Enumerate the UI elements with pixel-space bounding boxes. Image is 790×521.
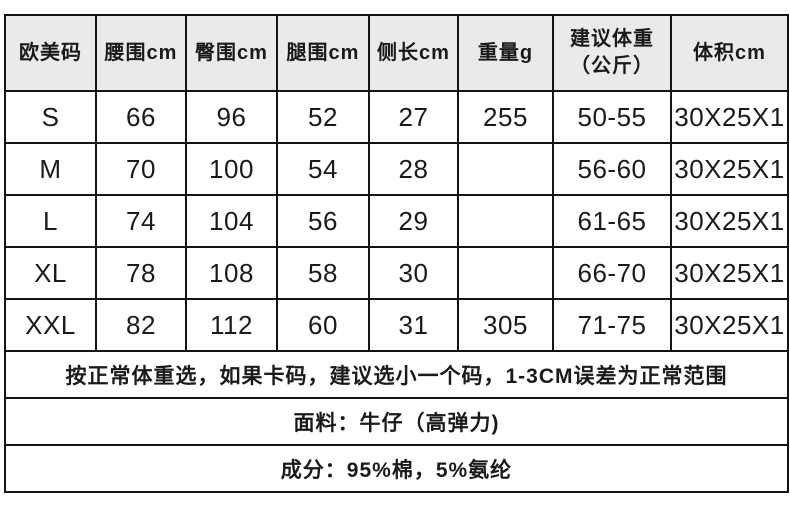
weight-cell: 255 bbox=[457, 90, 554, 144]
table-row: XXL 82 112 60 31 305 71-75 30X25X1 bbox=[4, 298, 789, 352]
side-length-cell: 30 bbox=[368, 246, 459, 300]
sizing-advice-note: 按正常体重选，如果卡码，建议选小一个码，1-3CM误差为正常范围 bbox=[4, 350, 789, 399]
fabric-note: 面料：牛仔（高弹力) bbox=[4, 397, 789, 446]
size-cell: L bbox=[4, 194, 97, 248]
header-hip: 臀围cm bbox=[185, 14, 278, 92]
header-suggested-weight-line2: （公斤） bbox=[570, 55, 654, 77]
note-row: 成分：95%棉，5%氨纶 bbox=[4, 444, 789, 493]
weight-cell bbox=[457, 246, 554, 300]
leg-cell: 56 bbox=[276, 194, 370, 248]
waist-cell: 70 bbox=[95, 142, 187, 196]
side-length-cell: 29 bbox=[368, 194, 459, 248]
weight-cell: 305 bbox=[457, 298, 554, 352]
header-row: 欧美码 腰围cm 臀围cm 腿围cm 侧长cm 重量g 建议体重 （公斤） 体积… bbox=[4, 14, 789, 92]
hip-cell: 104 bbox=[185, 194, 278, 248]
size-cell: M bbox=[4, 142, 97, 196]
leg-cell: 58 bbox=[276, 246, 370, 300]
waist-cell: 82 bbox=[95, 298, 187, 352]
waist-cell: 78 bbox=[95, 246, 187, 300]
leg-cell: 52 bbox=[276, 90, 370, 144]
volume-cell: 30X25X1 bbox=[670, 298, 789, 352]
waist-cell: 66 bbox=[95, 90, 187, 144]
table-row: XL 78 108 58 30 66-70 30X25X1 bbox=[4, 246, 789, 300]
weight-cell bbox=[457, 194, 554, 248]
header-side-length: 侧长cm bbox=[368, 14, 459, 92]
volume-cell: 30X25X1 bbox=[670, 194, 789, 248]
side-length-cell: 28 bbox=[368, 142, 459, 196]
suggested-weight-cell: 56-60 bbox=[552, 142, 672, 196]
suggested-weight-cell: 61-65 bbox=[552, 194, 672, 248]
volume-cell: 30X25X1 bbox=[670, 142, 789, 196]
size-chart-sheet: 欧美码 腰围cm 臀围cm 腿围cm 侧长cm 重量g 建议体重 （公斤） 体积… bbox=[4, 14, 789, 493]
suggested-weight-cell: 50-55 bbox=[552, 90, 672, 144]
size-cell: XXL bbox=[4, 298, 97, 352]
header-suggested-weight: 建议体重 （公斤） bbox=[552, 14, 672, 92]
leg-cell: 54 bbox=[276, 142, 370, 196]
table-row: S 66 96 52 27 255 50-55 30X25X1 bbox=[4, 90, 789, 144]
note-row: 按正常体重选，如果卡码，建议选小一个码，1-3CM误差为正常范围 bbox=[4, 350, 789, 399]
waist-cell: 74 bbox=[95, 194, 187, 248]
side-length-cell: 31 bbox=[368, 298, 459, 352]
volume-cell: 30X25X1 bbox=[670, 246, 789, 300]
table-row: M 70 100 54 28 56-60 30X25X1 bbox=[4, 142, 789, 196]
side-length-cell: 27 bbox=[368, 90, 459, 144]
header-waist: 腰围cm bbox=[95, 14, 187, 92]
composition-note: 成分：95%棉，5%氨纶 bbox=[4, 444, 789, 493]
note-row: 面料：牛仔（高弹力) bbox=[4, 397, 789, 446]
suggested-weight-cell: 71-75 bbox=[552, 298, 672, 352]
hip-cell: 100 bbox=[185, 142, 278, 196]
size-cell: XL bbox=[4, 246, 97, 300]
size-cell: S bbox=[4, 90, 97, 144]
leg-cell: 60 bbox=[276, 298, 370, 352]
header-suggested-weight-line1: 建议体重 bbox=[570, 28, 654, 50]
header-volume: 体积cm bbox=[670, 14, 789, 92]
weight-cell bbox=[457, 142, 554, 196]
header-weight: 重量g bbox=[457, 14, 554, 92]
header-leg: 腿围cm bbox=[276, 14, 370, 92]
hip-cell: 112 bbox=[185, 298, 278, 352]
header-size: 欧美码 bbox=[4, 14, 97, 92]
volume-cell: 30X25X1 bbox=[670, 90, 789, 144]
table-row: L 74 104 56 29 61-65 30X25X1 bbox=[4, 194, 789, 248]
size-chart-table: 欧美码 腰围cm 臀围cm 腿围cm 侧长cm 重量g 建议体重 （公斤） 体积… bbox=[4, 14, 789, 493]
suggested-weight-cell: 66-70 bbox=[552, 246, 672, 300]
hip-cell: 108 bbox=[185, 246, 278, 300]
hip-cell: 96 bbox=[185, 90, 278, 144]
